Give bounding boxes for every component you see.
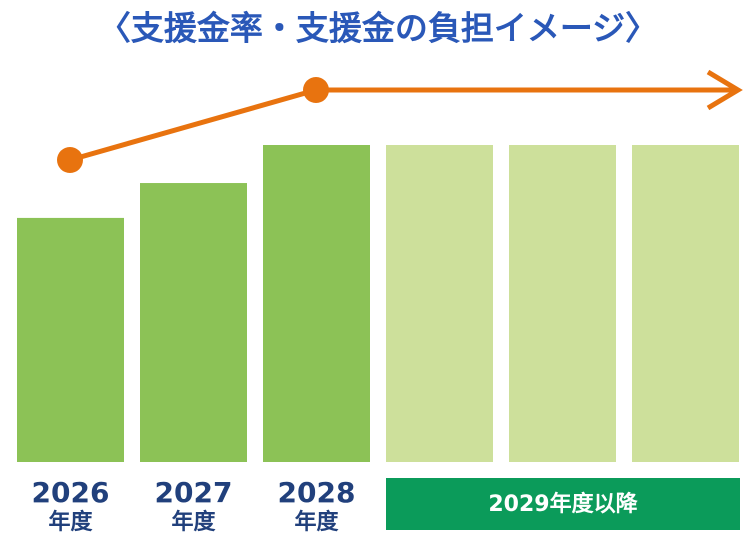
trend-dot bbox=[57, 147, 83, 173]
trend-dot bbox=[303, 77, 329, 103]
x-tick-unit: 年度 bbox=[48, 509, 93, 535]
bar bbox=[632, 145, 739, 462]
bar bbox=[17, 217, 124, 462]
span-box bbox=[386, 478, 740, 530]
bar bbox=[509, 145, 616, 462]
x-tick-label: 2027 bbox=[155, 476, 233, 509]
x-tick-label: 2026 bbox=[32, 476, 110, 509]
x-tick-unit: 年度 bbox=[294, 509, 339, 535]
x-tick-label: 2028 bbox=[278, 476, 356, 509]
trend-line bbox=[57, 69, 743, 173]
span-label: 2029年度以降 bbox=[488, 491, 638, 517]
bar bbox=[140, 183, 247, 463]
x-tick-unit: 年度 bbox=[171, 509, 216, 535]
chart-title: 〈支援金率・支援金の負担イメージ〉 bbox=[98, 9, 658, 48]
bar bbox=[386, 145, 493, 462]
bar bbox=[263, 145, 370, 462]
trend-arrowhead bbox=[706, 69, 743, 111]
